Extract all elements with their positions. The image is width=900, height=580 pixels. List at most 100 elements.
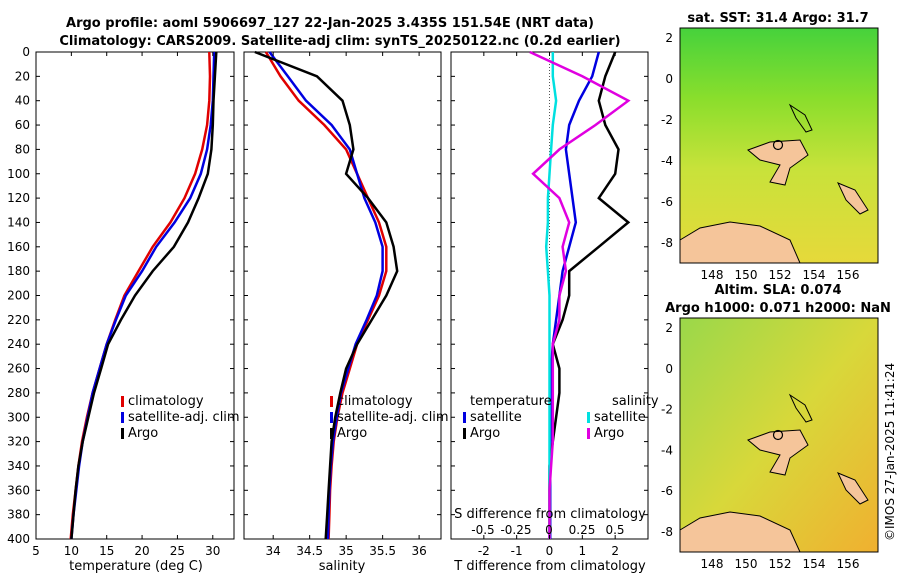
legend-label-climatology: climatology bbox=[337, 394, 413, 409]
sla-coast-newireland bbox=[788, 393, 813, 423]
series-line-climatology bbox=[69, 51, 212, 540]
legend-swatch-s-satellite bbox=[587, 412, 590, 423]
series-line-climatology bbox=[264, 51, 388, 540]
s-tick-label: 0.5 bbox=[605, 523, 624, 537]
map-lat-label: -4 bbox=[661, 154, 673, 168]
map-lon-label: 150 bbox=[735, 268, 758, 282]
legend-label-satellite: satellite-adj. clim bbox=[128, 410, 240, 425]
sla-map-title1: Altim. SLA: 0.074 bbox=[715, 283, 842, 298]
x-tick-label: 35.5 bbox=[369, 544, 396, 558]
s-tick-label: 0 bbox=[545, 523, 553, 537]
legend-swatch-s-argo bbox=[587, 428, 590, 439]
legend-title-salinity: salinity bbox=[612, 394, 659, 409]
legend-label-t-satellite: satellite bbox=[470, 410, 522, 425]
sst-frame bbox=[679, 27, 879, 264]
sst-map bbox=[679, 27, 879, 264]
x-tick-label: 15 bbox=[99, 544, 114, 558]
map-lon-label: 148 bbox=[701, 268, 724, 282]
s-difference-ticks: -0.5 -0.25 0 0.25 0.5 bbox=[471, 523, 624, 537]
legend-swatch-argo bbox=[330, 428, 333, 439]
legend-swatch-climatology bbox=[121, 396, 124, 407]
legend-title-temperature: temperature bbox=[470, 394, 552, 409]
depth-tick-label: 340 bbox=[7, 459, 30, 473]
legend-label-satellite: satellite-adj. clim bbox=[337, 410, 449, 425]
series-line-t-argo bbox=[548, 51, 631, 539]
legend-label-argo: Argo bbox=[128, 426, 158, 441]
legend-swatch-t-argo bbox=[463, 428, 466, 439]
x-tick-label: 36 bbox=[411, 544, 426, 558]
x-tick-label: 25 bbox=[170, 544, 185, 558]
salinity-legend: climatology satellite-adj. clim Argo bbox=[330, 394, 449, 441]
series-line-s-argo bbox=[529, 50, 631, 539]
sst-axes: 2 0 -2 -4 -6 -8 148 150 152 154 156 bbox=[661, 31, 859, 282]
series-line-argo bbox=[70, 51, 218, 540]
x-tick-label: 34 bbox=[266, 544, 281, 558]
depth-tick-label: 320 bbox=[7, 435, 30, 449]
depth-tick-label: 220 bbox=[7, 313, 30, 327]
x-tick-label: 0 bbox=[546, 544, 554, 558]
map-lon-label: 148 bbox=[701, 557, 724, 571]
x-tick-label: 34.5 bbox=[296, 544, 323, 558]
map-lon-label: 156 bbox=[837, 557, 860, 571]
legend-swatch-t-satellite bbox=[463, 412, 466, 423]
map-lat-label: -6 bbox=[661, 484, 673, 498]
sla-argo-marker bbox=[772, 429, 784, 441]
series-line-satellite-adj-clim bbox=[268, 51, 384, 540]
x-tick-label: -2 bbox=[478, 544, 490, 558]
credit-text: ©IMOS 27-Jan-2025 11:41:24 bbox=[883, 363, 897, 541]
sla-land-newbritain bbox=[747, 429, 809, 476]
depth-tick-label: 200 bbox=[7, 289, 30, 303]
legend-label-climatology: climatology bbox=[128, 394, 204, 409]
sst-map-title: sat. SST: 31.4 Argo: 31.7 bbox=[687, 11, 868, 26]
depth-tick-label: 300 bbox=[7, 410, 30, 424]
difference-legend: temperature salinity satellite Argo sate… bbox=[463, 394, 659, 441]
sst-argo-marker bbox=[772, 139, 784, 151]
x-tick-label: 10 bbox=[64, 544, 79, 558]
salinity-xlabel: salinity bbox=[319, 559, 366, 574]
x-tick-label: 35 bbox=[339, 544, 354, 558]
difference-xlabel: T difference from climatology bbox=[453, 559, 646, 574]
series-line-s-satellite bbox=[544, 52, 558, 539]
map-lon-label: 152 bbox=[769, 557, 792, 571]
series-line-argo bbox=[254, 50, 399, 540]
depth-tick-label: 120 bbox=[7, 191, 30, 205]
legend-label-s-argo: Argo bbox=[594, 426, 624, 441]
map-lat-label: -2 bbox=[661, 403, 673, 417]
depth-tick-label: 40 bbox=[15, 94, 30, 108]
legend-swatch-argo bbox=[121, 428, 124, 439]
map-lat-label: -8 bbox=[661, 236, 673, 250]
depth-tick-label: 20 bbox=[15, 69, 30, 83]
depth-tick-label: 380 bbox=[7, 508, 30, 522]
depth-tick-label: 140 bbox=[7, 215, 30, 229]
x-tick-label: 20 bbox=[134, 544, 149, 558]
depth-tick-label: 60 bbox=[15, 118, 30, 132]
sla-map-title2: Argo h1000: 0.071 h2000: NaN bbox=[665, 301, 891, 316]
sst-land-newbritain bbox=[747, 139, 809, 186]
s-tick-label: -0.25 bbox=[500, 523, 531, 537]
map-lon-label: 152 bbox=[769, 268, 792, 282]
s-tick-label: 0.25 bbox=[569, 523, 596, 537]
s-difference-label: S difference from climatology bbox=[454, 507, 646, 522]
legend-label-t-argo: Argo bbox=[470, 426, 500, 441]
map-lon-label: 150 bbox=[735, 557, 758, 571]
sla-frame bbox=[679, 317, 879, 553]
legend-swatch-satellite bbox=[330, 412, 333, 423]
map-lon-label: 156 bbox=[837, 268, 860, 282]
depth-tick-label: 280 bbox=[7, 386, 30, 400]
depth-tick-label: 0 bbox=[22, 45, 30, 59]
x-tick-label: 2 bbox=[611, 544, 619, 558]
salinity-panel-frame bbox=[243, 51, 442, 540]
series-line-satellite-adj-clim bbox=[70, 51, 216, 540]
map-lon-label: 154 bbox=[803, 268, 826, 282]
x-tick-label: 30 bbox=[205, 544, 220, 558]
map-lat-label: -2 bbox=[661, 113, 673, 127]
map-lat-label: -8 bbox=[661, 525, 673, 539]
series-line-t-satellite bbox=[548, 51, 601, 539]
profile-lines bbox=[69, 50, 631, 540]
figure-title-line1: Argo profile: aoml 5906697_127 22-Jan-20… bbox=[66, 16, 594, 31]
sst-land-bougainville bbox=[836, 182, 869, 215]
depth-tick-label: 180 bbox=[7, 264, 30, 278]
x-axes: 5 10 15 20 25 30 34 34.5 35 35.5 36 -2 -1 0 1 2 bbox=[32, 52, 619, 558]
depth-tick-label: 400 bbox=[7, 532, 30, 546]
s-tick-label: -0.5 bbox=[471, 523, 494, 537]
